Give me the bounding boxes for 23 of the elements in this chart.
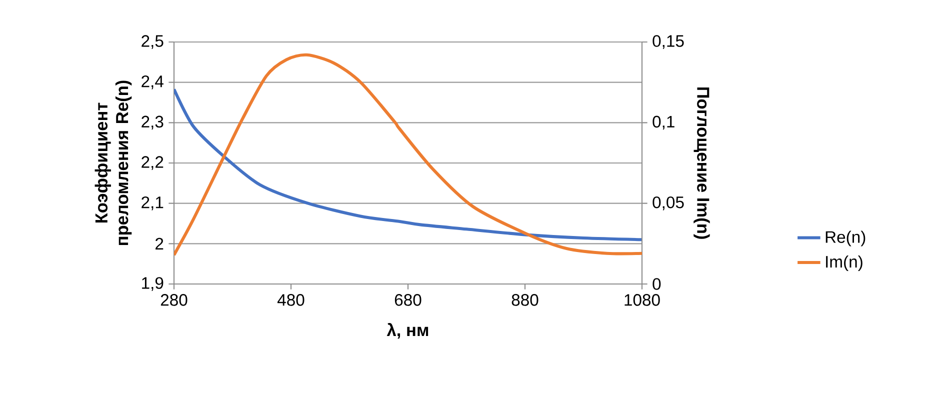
legend-label: Im(n) bbox=[826, 255, 862, 271]
y2-axis-title: Поглощение Im(n) bbox=[694, 87, 710, 239]
y2-tick-label: 0,15 bbox=[652, 35, 684, 49]
x-tick-label: 680 bbox=[394, 294, 422, 306]
y-tick-label: 1,9 bbox=[142, 277, 164, 291]
y-tick-label: 2,2 bbox=[142, 156, 164, 170]
y-tick-label: 2,4 bbox=[142, 75, 164, 90]
y2-tick-label: 0,05 bbox=[652, 196, 684, 210]
line-series bbox=[174, 53, 642, 256]
x-axis-title: λ, нм bbox=[386, 323, 428, 339]
x-tick-label: 280 bbox=[160, 294, 188, 306]
y-axis-title: Коэффициент преломления Re(n) bbox=[94, 80, 132, 245]
y-tick-label: 2,3 bbox=[142, 116, 164, 130]
y2-tick-label: 0,1 bbox=[652, 116, 674, 130]
y-tick-label: 2,5 bbox=[142, 35, 164, 49]
legend-label: Re(n) bbox=[826, 230, 866, 246]
line-series bbox=[174, 88, 642, 242]
y2-tick-label: 0 bbox=[652, 278, 661, 290]
y-tick-label: 2,1 bbox=[142, 196, 164, 210]
x-tick-label: 880 bbox=[512, 294, 538, 306]
x-tick-label: 480 bbox=[277, 294, 304, 306]
x-tick-label: 1080 bbox=[624, 294, 660, 306]
y-tick-label: 2 bbox=[156, 238, 164, 250]
